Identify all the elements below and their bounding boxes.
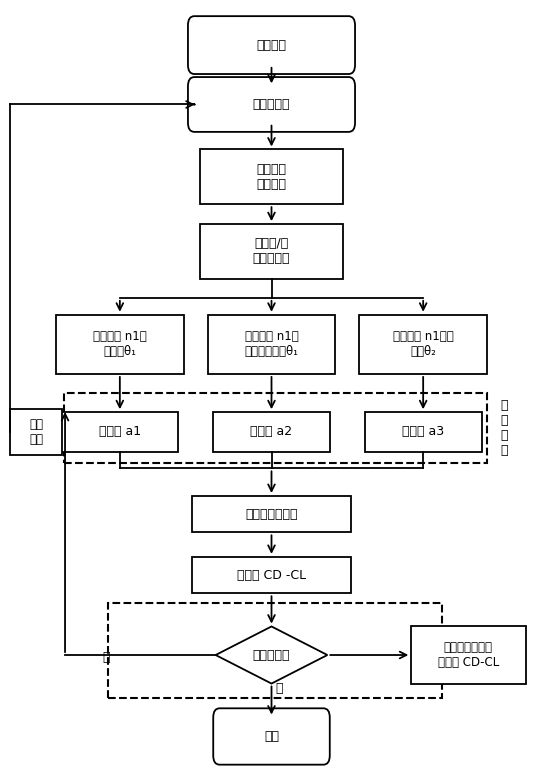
Text: 转速均为 n1，促
仰角θ₂: 转速均为 n1，促 仰角θ₂ <box>393 330 453 358</box>
Text: 转速分别 n1，
关车，促仰角θ₁: 转速分别 n1， 关车，促仰角θ₁ <box>244 330 299 358</box>
Text: 同
一
速
度: 同 一 速 度 <box>501 399 508 457</box>
Bar <box>213 412 330 451</box>
Bar <box>365 412 482 451</box>
Bar <box>200 149 343 204</box>
Text: 相同高度，不同
速度的 CD-CL: 相同高度，不同 速度的 CD-CL <box>438 641 499 669</box>
FancyBboxPatch shape <box>188 16 355 74</box>
Bar <box>192 557 351 594</box>
FancyBboxPatch shape <box>188 77 355 132</box>
Text: 求解出 CD -CL: 求解出 CD -CL <box>237 569 306 581</box>
Text: 转速均为 n1，
促仰角θ₁: 转速均为 n1， 促仰角θ₁ <box>93 330 147 358</box>
Text: 是: 是 <box>103 651 110 664</box>
Bar <box>192 496 351 532</box>
Bar <box>64 393 487 463</box>
Text: 选取转速
和促仰角: 选取转速 和促仰角 <box>256 163 287 191</box>
Bar <box>108 603 442 699</box>
FancyBboxPatch shape <box>213 709 330 765</box>
Polygon shape <box>216 626 327 684</box>
Text: 加速度 a3: 加速度 a3 <box>402 425 444 438</box>
Text: 加速度 a1: 加速度 a1 <box>99 425 141 438</box>
Bar <box>61 412 179 451</box>
Text: 联立组成方程组: 联立组成方程组 <box>245 507 298 521</box>
Bar <box>200 224 343 279</box>
Text: 加速度 a2: 加速度 a2 <box>250 425 293 438</box>
Bar <box>207 315 336 374</box>
Text: 选取机场: 选取机场 <box>256 39 287 51</box>
Bar <box>56 315 184 374</box>
Text: 选取速度点: 选取速度点 <box>252 98 291 111</box>
Bar <box>10 409 62 455</box>
Text: 选取
速度: 选取 速度 <box>29 418 43 446</box>
Text: 否: 否 <box>275 682 283 695</box>
Bar <box>411 626 526 684</box>
Text: 进行加/减
速滑行测试: 进行加/减 速滑行测试 <box>252 238 291 266</box>
Text: 是否变速度: 是否变速度 <box>252 649 291 661</box>
Bar <box>359 315 487 374</box>
Text: 结束: 结束 <box>264 730 279 743</box>
